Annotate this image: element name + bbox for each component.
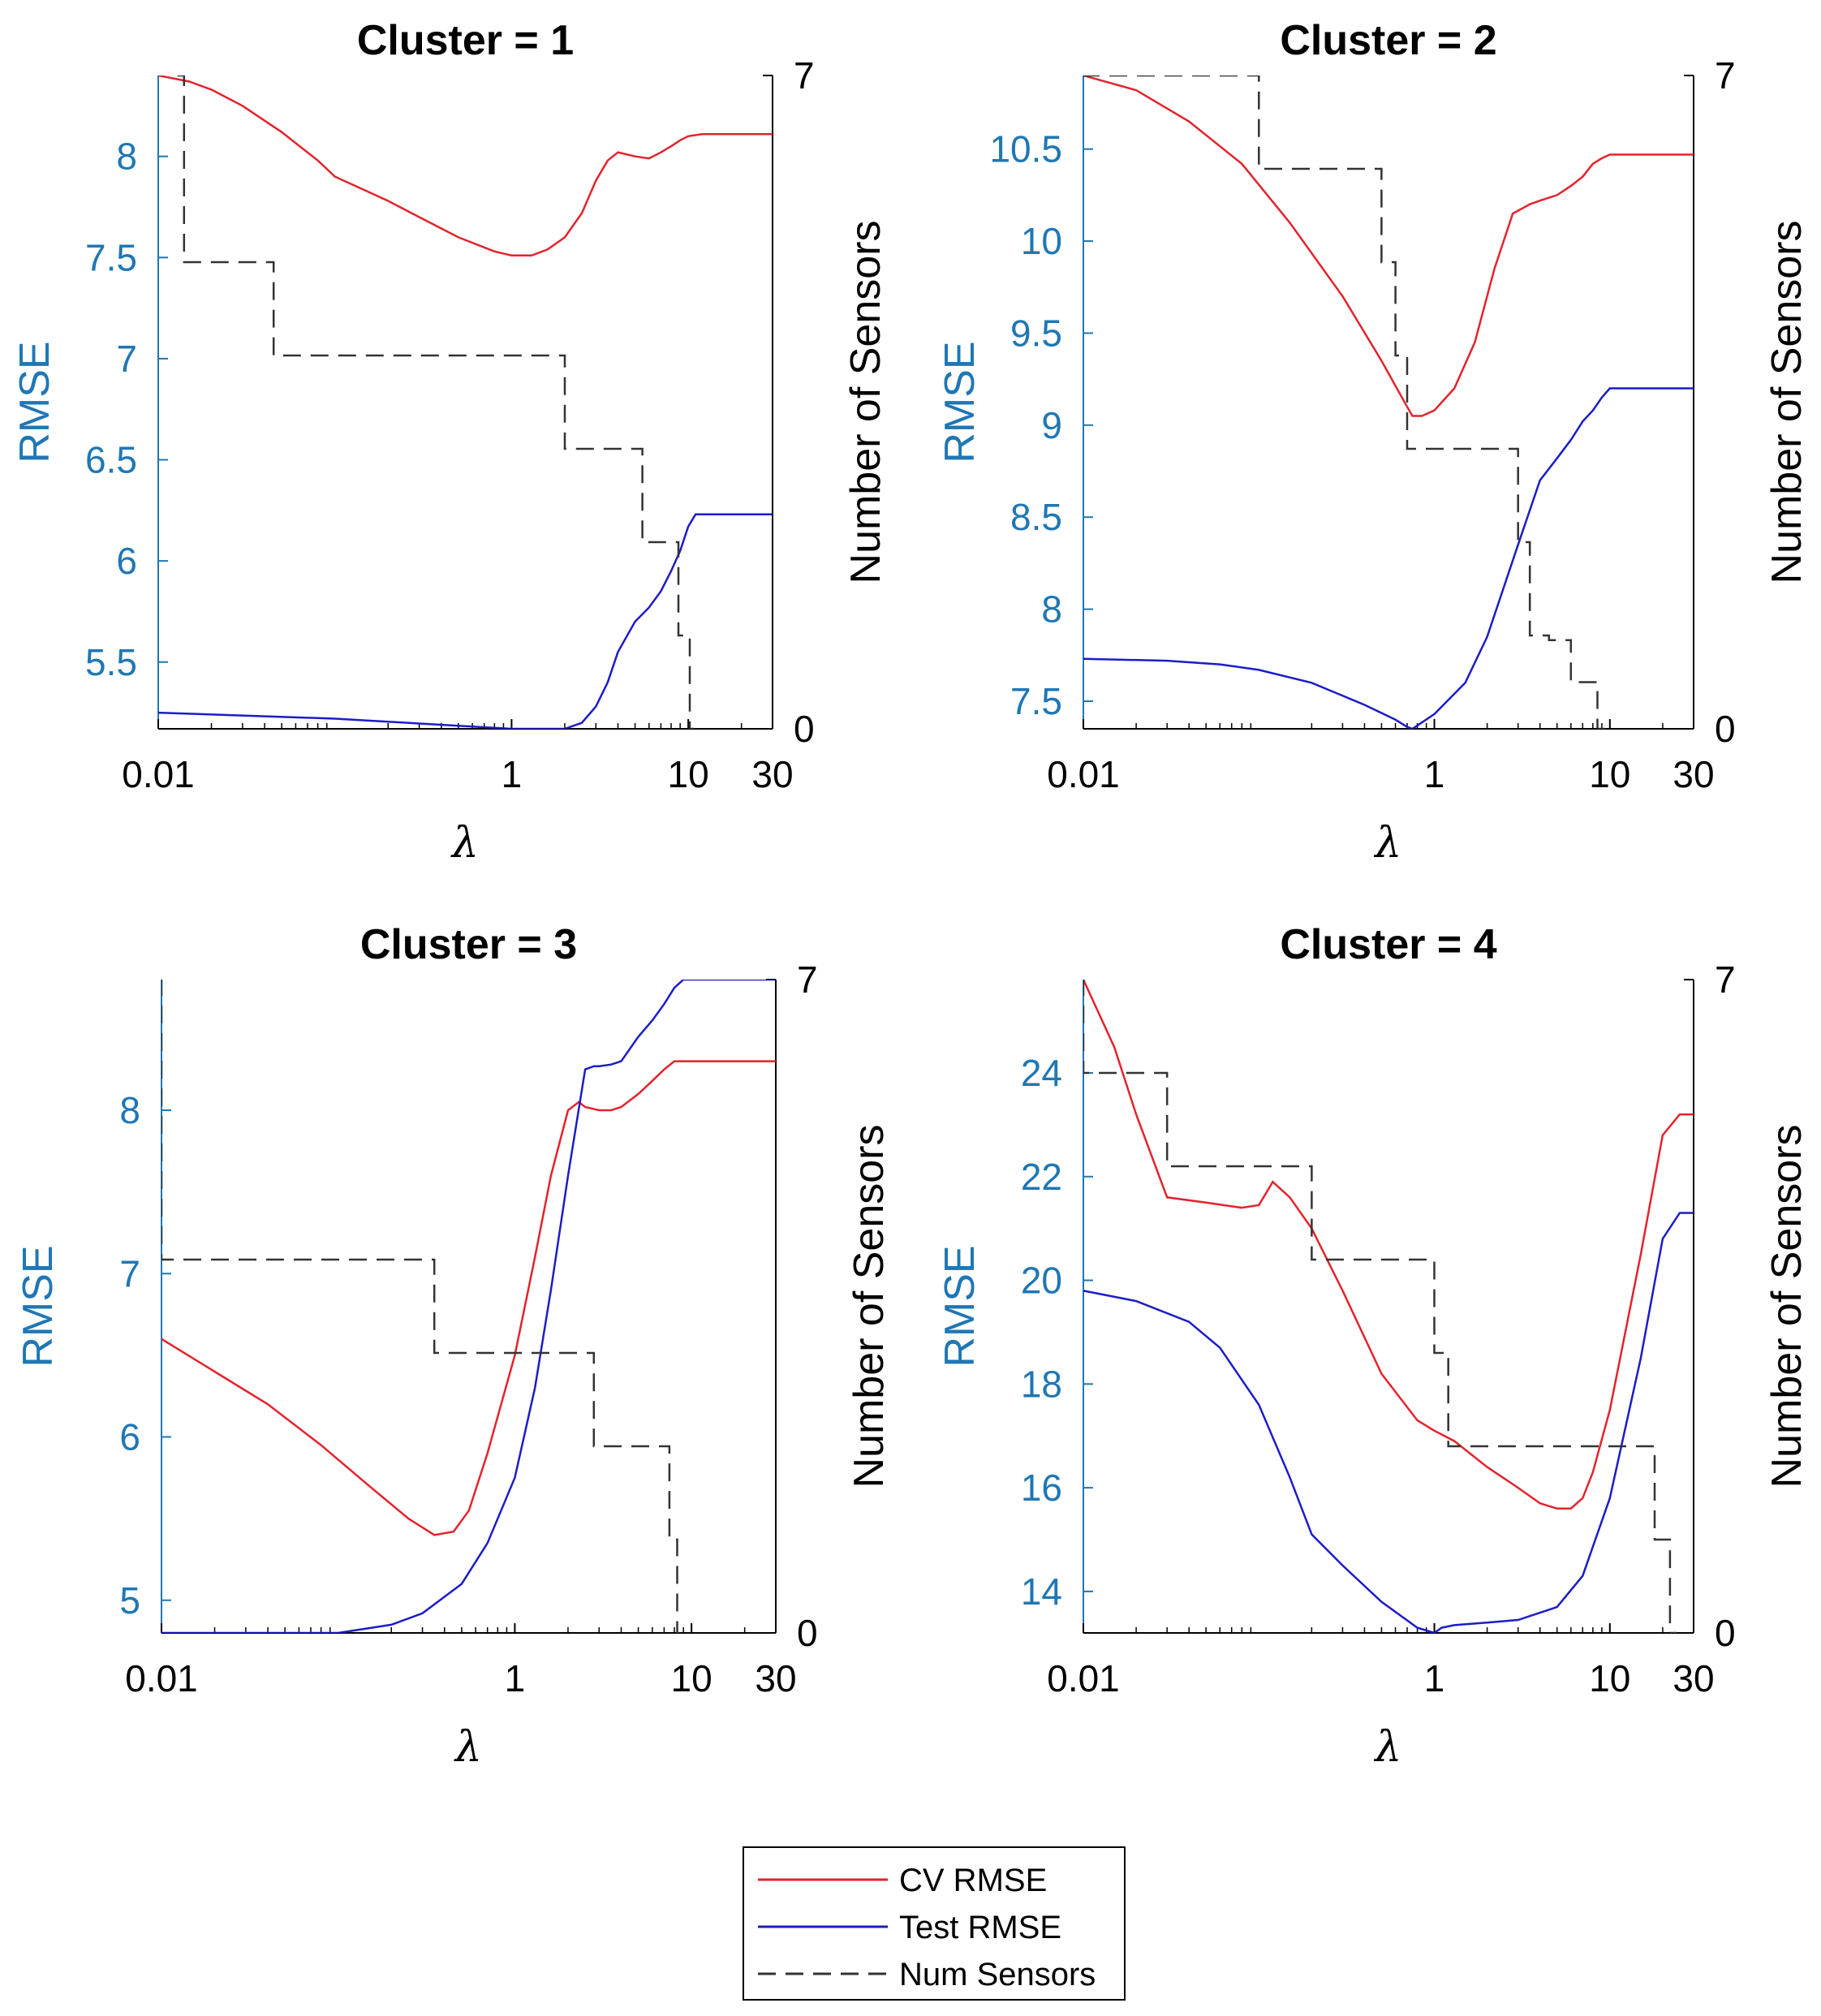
series-line-num-sensors [1083, 75, 1606, 729]
x-axis-label: λ [1374, 819, 1402, 868]
ytick-left-label: 6 [116, 540, 137, 582]
legend: CV RMSE Test RMSE Num Sensors [743, 1846, 1126, 2001]
ytick-left-label: 5 [119, 1579, 140, 1622]
chart-panel-4: Cluster = 4 14 16 18 20 22 24 0 7 0.01 1 10 30 λ RMSE N… [936, 921, 1810, 1772]
ytick-right-label: 0 [1715, 708, 1736, 750]
ytick-left-label: 10 [1021, 220, 1062, 262]
xtick-label: 30 [1672, 1657, 1714, 1699]
ytick-left-label: 8 [1041, 588, 1062, 631]
chart-title: Cluster = 4 [1280, 921, 1496, 968]
ytick-left-label: 7.5 [85, 236, 137, 278]
x-axis-label: λ [450, 819, 479, 868]
chart-title: Cluster = 1 [357, 17, 574, 64]
series-line-test-rmse [158, 513, 773, 729]
chart-panel-3: Cluster = 3 5 6 7 8 0 7 0.01 1 10 30 λ RMSE Number of… [15, 921, 893, 1772]
ytick-left-label: 20 [1021, 1260, 1062, 1302]
ytick-left-label: 10.5 [989, 128, 1062, 170]
ytick-right-label: 7 [797, 958, 818, 1001]
series-line-cv-rmse [161, 1060, 776, 1536]
x-axis-label: λ [454, 1723, 482, 1772]
ytick-left-label: 24 [1021, 1052, 1062, 1094]
xtick-label: 10 [1589, 753, 1630, 795]
series-group [161, 980, 776, 1633]
xtick-label: 10 [671, 1657, 712, 1699]
y-axis-label-left: RMSE [15, 1245, 62, 1367]
ytick-left-label: 6.5 [85, 439, 137, 481]
ytick-left-label: 6 [119, 1416, 140, 1458]
ytick-left-label: 5.5 [85, 641, 137, 683]
chart-title: Cluster = 3 [360, 921, 577, 968]
series-line-num-sensors [1083, 980, 1677, 1633]
series-line-test-rmse [1083, 387, 1694, 729]
series-line-test-rmse [161, 980, 776, 1633]
xtick-label: 0.01 [1047, 753, 1120, 795]
ytick-left-label: 8 [119, 1089, 140, 1131]
legend-box [743, 1846, 1126, 2001]
series-group [158, 75, 773, 729]
y-axis-label-right: Number of Sensors [846, 1125, 893, 1488]
ytick-right-label: 0 [1715, 1612, 1736, 1654]
y-axis-label-right: Number of Sensors [1763, 1125, 1810, 1488]
ytick-left-label: 7 [116, 338, 137, 380]
series-line-test-rmse [1083, 1212, 1694, 1633]
ytick-right-label: 7 [794, 54, 815, 97]
x-axis-label: λ [1374, 1723, 1402, 1772]
chart-panel-1: Cluster = 1 5.5 6 6.5 7 7.5 8 0 7 0.01 1 10 30 λ RMSE N… [11, 17, 889, 868]
ytick-left-label: 9 [1041, 404, 1062, 446]
xtick-label: 10 [1589, 1657, 1630, 1699]
series-line-num-sensors [161, 980, 679, 1633]
ytick-left-label: 7 [119, 1252, 140, 1294]
y-axis-label-left: RMSE [11, 341, 58, 463]
ytick-left-label: 22 [1021, 1156, 1062, 1198]
y-axis-label-left: RMSE [936, 341, 984, 463]
series-line-cv-rmse [1083, 75, 1694, 417]
xtick-label: 0.01 [125, 1657, 198, 1699]
y-axis-label-right: Number of Sensors [842, 221, 889, 584]
xtick-label: 1 [1424, 1657, 1445, 1699]
xtick-label: 0.01 [122, 753, 195, 795]
chart-title: Cluster = 2 [1280, 17, 1496, 64]
series-line-cv-rmse [158, 75, 773, 257]
ytick-left-label: 7.5 [1010, 680, 1062, 722]
legend-label-cv-rmse: CV RMSE [899, 1863, 1047, 1898]
legend-label-test-rmse: Test RMSE [899, 1910, 1061, 1945]
ytick-left-label: 8.5 [1010, 496, 1062, 538]
series-group [1083, 75, 1694, 729]
ytick-right-label: 7 [1715, 54, 1736, 97]
y-axis-label-left: RMSE [936, 1245, 984, 1367]
ytick-left-label: 18 [1021, 1363, 1062, 1405]
ytick-right-label: 7 [1715, 958, 1736, 1001]
series-group [1083, 980, 1694, 1633]
series-line-cv-rmse [1083, 980, 1694, 1510]
ytick-right-label: 0 [797, 1612, 818, 1654]
xtick-label: 30 [751, 753, 793, 795]
xtick-label: 30 [755, 1657, 796, 1699]
ytick-left-label: 14 [1021, 1570, 1062, 1613]
xtick-label: 1 [502, 753, 523, 795]
xtick-label: 1 [505, 1657, 526, 1699]
y-axis-label-right: Number of Sensors [1763, 221, 1810, 584]
legend-label-num-sensors: Num Sensors [899, 1957, 1096, 1992]
ytick-left-label: 16 [1021, 1467, 1062, 1509]
ytick-right-label: 0 [794, 708, 815, 750]
xtick-label: 1 [1424, 753, 1445, 795]
xtick-label: 30 [1672, 753, 1714, 795]
ytick-left-label: 8 [116, 136, 137, 178]
ytick-left-label: 9.5 [1010, 312, 1062, 354]
xtick-label: 0.01 [1047, 1657, 1120, 1699]
chart-panel-2: Cluster = 2 7.5 8 8.5 9 9.5 10 10.5 0 7 0.01 1 10 30 λ… [936, 17, 1810, 868]
series-line-num-sensors [177, 75, 695, 729]
xtick-label: 10 [668, 753, 709, 795]
